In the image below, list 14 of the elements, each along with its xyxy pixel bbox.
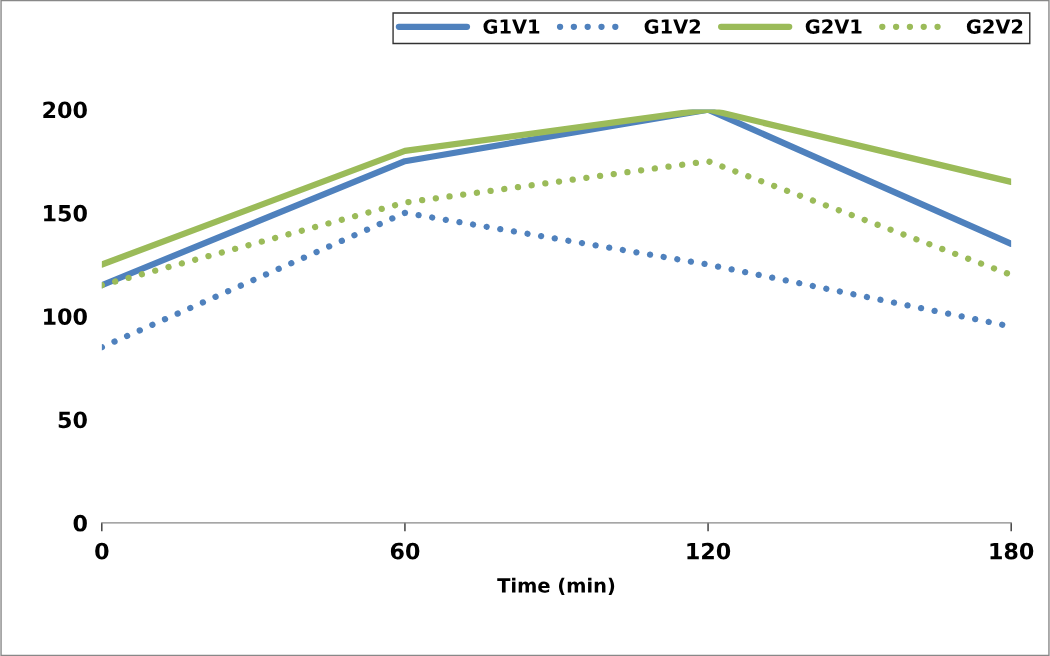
- x-tick-label: 60: [390, 542, 420, 560]
- legend-label: G2V2: [966, 19, 1023, 34]
- y-tick-label: 200: [43, 101, 87, 119]
- x-tick-label: 0: [95, 542, 109, 560]
- x-tick-label: 180: [990, 542, 1034, 560]
- y-tick-label: 100: [44, 308, 87, 325]
- legend-label: G1V2: [644, 19, 701, 34]
- legend-label: G2V1: [805, 19, 862, 34]
- y-tick-label: 150: [44, 204, 87, 222]
- y-tick-label: 0: [73, 514, 87, 532]
- x-axis-title: Time (min): [497, 577, 615, 596]
- y-tick-label: 50: [58, 411, 87, 429]
- x-tick-label: 120: [687, 542, 731, 560]
- legend-label: G1V1: [483, 19, 540, 34]
